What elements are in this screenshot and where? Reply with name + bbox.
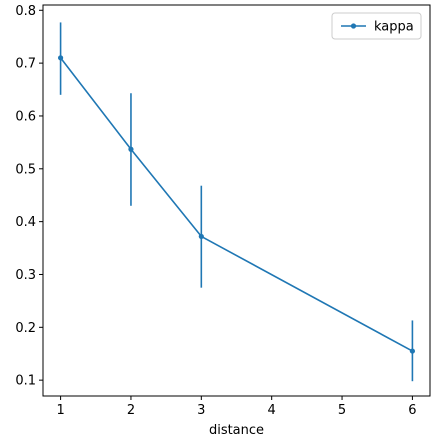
data-point <box>409 348 416 354</box>
plot-area: 1 2 3 4 5 6 0.1 0.2 0.3 0.4 0.5 0.6 0.7 0.8 <box>15 4 431 418</box>
y-tick-label: 0.6 <box>15 109 36 124</box>
x-tick-label: 4 <box>268 403 276 418</box>
data-point <box>57 55 64 61</box>
series-layer <box>57 22 416 382</box>
legend: kappa <box>331 12 422 40</box>
y-tick-label: 0.8 <box>15 4 36 19</box>
data-point <box>198 233 204 240</box>
legend-marker-kappa <box>350 23 357 29</box>
x-tick-label: 5 <box>338 403 346 418</box>
x-tick-label: 2 <box>127 403 135 418</box>
y-tick-label: 0.4 <box>15 215 36 230</box>
x-tick-label: 3 <box>197 403 205 418</box>
x-tick-label: 6 <box>408 403 416 418</box>
x-axis-label: distance <box>209 423 264 438</box>
y-tick-label: 0.3 <box>15 268 36 283</box>
legend-box <box>331 12 422 40</box>
y-tick-label: 0.1 <box>15 374 36 389</box>
y-axis-ticks: 0.1 0.2 0.3 0.4 0.5 0.6 0.7 0.8 <box>15 4 43 389</box>
y-tick-label: 0.2 <box>15 321 36 336</box>
x-axis-ticks: 1 2 3 4 5 6 <box>56 396 417 418</box>
x-tick-label: 1 <box>56 403 64 418</box>
axes-frame <box>42 4 431 397</box>
series-line-kappa <box>59 57 413 352</box>
y-tick-label: 0.5 <box>15 162 36 177</box>
y-tick-label: 0.7 <box>15 57 36 72</box>
data-point <box>128 146 134 152</box>
legend-label-kappa: kappa <box>374 20 414 35</box>
